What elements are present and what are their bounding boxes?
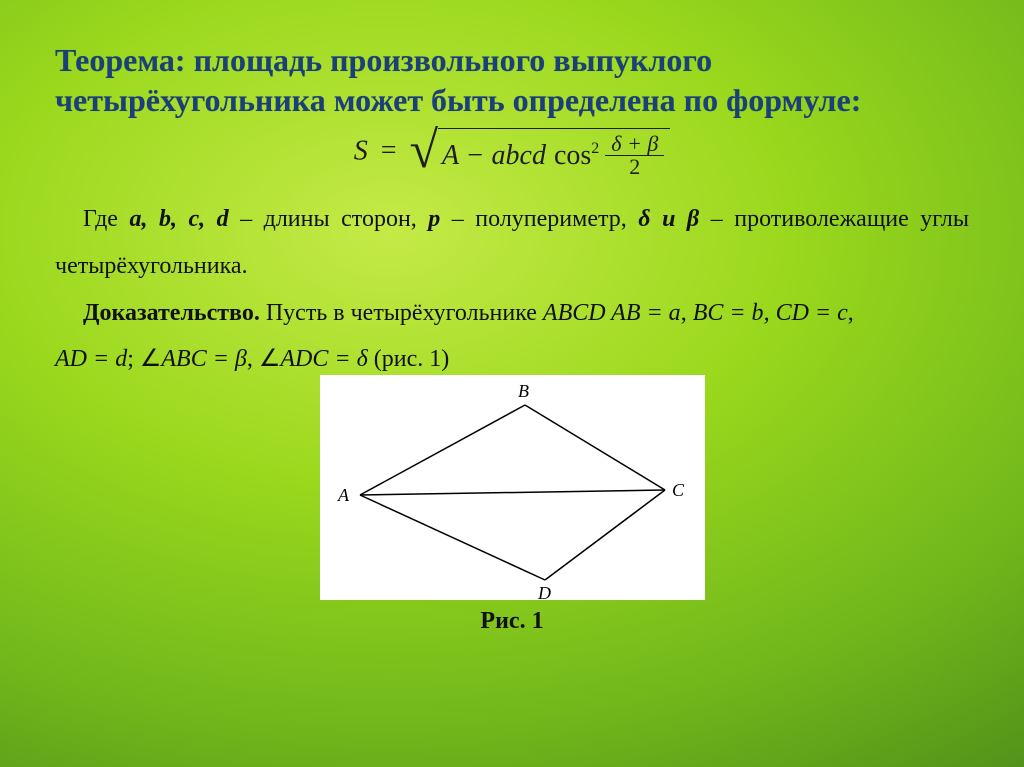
p2-eq1a: AB = a [606,300,681,326]
radicand: A − abcd cos2 δ + β 2 [438,128,670,178]
fraction-numerator: δ + β [605,133,664,156]
p2-sep: ; [127,346,140,372]
sqrt: √ A − abcd cos2 δ + β 2 [409,128,670,178]
fraction-denominator: 2 [605,156,664,178]
equals-sign: = [381,135,397,166]
angle-icon: ∠ [140,346,162,372]
formula-lhs: S [354,135,368,166]
p2-eq3: ABC = β [161,346,246,372]
svg-text:B: B [518,381,529,401]
p1-mid2: – полупериметр, [440,206,638,232]
p1-greek: δ и β [638,206,699,232]
cos-exponent: 2 [591,140,599,157]
p2-figref: (рис. 1) [368,346,449,372]
formula-row: S = √ A − abcd cos2 δ + β 2 [55,128,969,178]
p2-eq2a: AD = d [55,346,127,372]
p2-eq1b: , BC = b [681,300,764,326]
figure-1: A B C D [320,375,705,600]
p2-eq4: ADC = δ [280,346,367,372]
surd-symbol: √ [409,134,438,168]
svg-text:D: D [537,583,551,600]
p2-abcd: ABCD [543,300,606,326]
slide: Теорема: площадь произвольного выпуклого… [0,0,1024,767]
cos-func: cos [554,140,591,171]
svg-text:C: C [672,480,685,500]
paragraph-2: Доказательство. Пусть в четырёхугольнике… [55,290,969,384]
figure-wrap: A B C D [55,375,969,600]
svg-text:A: A [337,485,350,505]
p1-vars: a, b, c, d [129,206,228,232]
fraction: δ + β 2 [605,133,664,178]
p1-p: p [428,206,440,232]
p2-body: Пусть в четырёхугольнике [260,300,543,326]
p2-comma: , [247,346,259,372]
paragraph-1: Где a, b, c, d – длины сторон, p – полуп… [55,196,969,290]
p2-eq1c: , CD = c [764,300,848,326]
angle-icon: ∠ [259,346,281,372]
formula: S = √ A − abcd cos2 δ + β 2 [354,128,671,178]
p1-pre: Где [83,206,129,232]
theorem-title: Теорема: площадь произвольного выпуклого… [55,40,969,120]
quadrilateral-diagram: A B C D [320,375,705,600]
p2-lead: Доказательство. [83,300,260,326]
cos-block: cos2 [550,141,599,169]
p1-mid1: – длины сторон, [229,206,429,232]
radicand-left: A − abcd [442,142,546,170]
figure-caption: Рис. 1 [55,608,969,635]
